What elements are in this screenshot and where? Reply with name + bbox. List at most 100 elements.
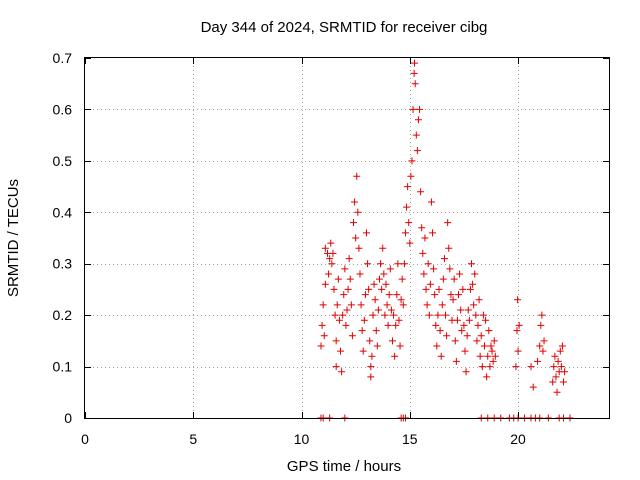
data-point	[464, 306, 472, 314]
data-point	[367, 363, 375, 371]
data-point	[345, 255, 353, 263]
y-tick-label: 0.1	[53, 359, 73, 375]
data-point	[527, 363, 535, 371]
data-point	[479, 311, 487, 319]
data-point	[556, 347, 564, 355]
y-tick-label: 0.3	[53, 256, 73, 272]
data-point	[353, 172, 361, 180]
data-point	[423, 301, 431, 309]
data-point	[538, 311, 546, 319]
data-point	[354, 208, 362, 216]
data-point	[418, 224, 426, 232]
data-point	[380, 270, 388, 278]
data-point	[439, 275, 447, 283]
data-point	[425, 311, 433, 319]
data-point	[399, 301, 407, 309]
data-point	[407, 172, 415, 180]
data-point	[455, 291, 463, 299]
data-point	[426, 280, 434, 288]
data-point	[346, 275, 354, 283]
data-point	[514, 296, 522, 304]
tick-labels: 0 5 10 15 20 0 0.1 0.2 0.3 0.4 0.5 0.6 0.7	[53, 50, 527, 447]
data-point	[422, 285, 430, 293]
data-point	[326, 255, 334, 263]
data-point	[475, 296, 483, 304]
data-point	[457, 306, 465, 314]
data-point	[321, 244, 329, 252]
data-point	[365, 285, 373, 293]
data-point	[513, 327, 521, 335]
data-point	[427, 198, 435, 206]
data-point	[483, 373, 491, 381]
data-point	[372, 327, 380, 335]
data-point	[406, 239, 414, 247]
data-point	[395, 316, 403, 324]
data-point	[453, 316, 461, 324]
data-point	[539, 347, 547, 355]
data-point	[359, 347, 367, 355]
data-point	[536, 342, 544, 350]
data-point	[484, 352, 492, 360]
data-point	[340, 291, 348, 299]
data-point	[337, 347, 345, 355]
data-point	[551, 352, 559, 360]
data-point	[358, 327, 366, 335]
data-point	[451, 337, 459, 345]
data-point	[430, 265, 438, 273]
data-point	[434, 311, 442, 319]
data-point	[409, 105, 417, 113]
data-point	[390, 311, 398, 319]
data-point	[560, 378, 568, 386]
data-point	[348, 332, 356, 340]
data-point	[347, 301, 355, 309]
data-point	[549, 378, 557, 386]
data-point	[459, 285, 467, 293]
data-point	[485, 327, 493, 335]
data-point	[445, 244, 453, 252]
data-point	[489, 357, 497, 365]
data-point	[386, 265, 394, 273]
data-point	[469, 280, 477, 288]
data-point	[462, 368, 470, 376]
y-tick-label: 0.4	[53, 204, 73, 220]
x-tick-label: 20	[510, 431, 526, 447]
data-point	[452, 357, 460, 365]
data-point	[332, 363, 340, 371]
data-point	[393, 291, 401, 299]
data-point	[403, 203, 411, 211]
data-point	[383, 301, 391, 309]
data-point	[444, 219, 452, 227]
data-point	[537, 321, 545, 329]
x-axis-title: GPS time / hours	[287, 458, 401, 475]
data-point	[355, 244, 363, 252]
data-point	[490, 337, 498, 345]
chart-title: Day 344 of 2024, SRMTID for receiver cib…	[201, 19, 488, 36]
data-point	[398, 275, 406, 283]
data-point	[410, 69, 418, 77]
data-point	[411, 59, 419, 67]
data-point	[553, 388, 561, 396]
data-point	[456, 270, 464, 278]
data-point	[443, 332, 451, 340]
data-point	[433, 342, 441, 350]
data-point	[344, 285, 352, 293]
data-point	[449, 296, 457, 304]
data-point	[404, 183, 412, 191]
data-point	[374, 306, 382, 314]
x-tick-label: 0	[81, 431, 89, 447]
data-point	[364, 260, 372, 268]
x-tick-label: 15	[402, 431, 418, 447]
data-point	[476, 352, 484, 360]
data-point	[381, 311, 389, 319]
data-point	[401, 229, 409, 237]
data-point	[334, 275, 342, 283]
data-point	[529, 383, 537, 391]
data-point	[342, 321, 350, 329]
data-point	[463, 332, 471, 340]
data-point	[317, 342, 325, 350]
data-point	[554, 357, 562, 365]
data-point	[460, 321, 468, 329]
data-point	[325, 270, 333, 278]
data-point	[361, 291, 369, 299]
